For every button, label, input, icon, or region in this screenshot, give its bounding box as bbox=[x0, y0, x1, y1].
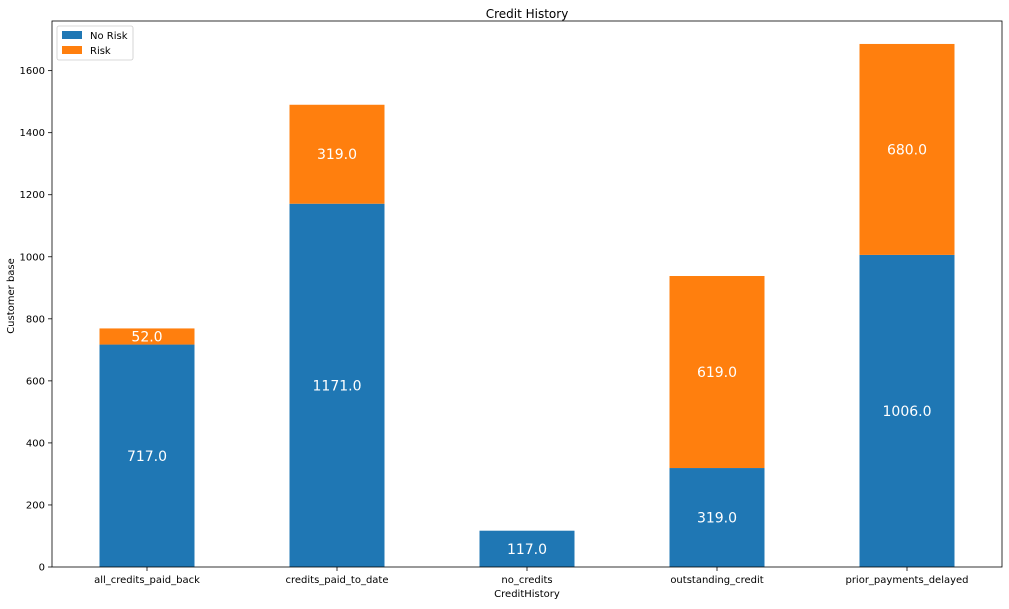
legend: No Risk Risk bbox=[56, 25, 134, 61]
data-label: 117.0 bbox=[507, 542, 547, 558]
bar-no-risk-no_credits bbox=[479, 530, 575, 567]
x-tick-label: credits_paid_to_date bbox=[286, 575, 389, 586]
x-tick-label: prior_payments_delayed bbox=[845, 575, 968, 586]
legend-swatch-no-risk bbox=[62, 31, 82, 39]
y-tick-label: 600 bbox=[26, 376, 45, 387]
data-label: 319.0 bbox=[317, 147, 357, 163]
bar-risk-all_credits_paid_back bbox=[99, 328, 195, 345]
x-tick-label: no_credits bbox=[501, 575, 552, 586]
y-tick-label: 0 bbox=[39, 563, 45, 574]
bar-no-risk-prior_payments_delayed bbox=[859, 254, 955, 567]
data-label: 1006.0 bbox=[883, 404, 932, 420]
legend-label: Risk bbox=[90, 46, 111, 57]
data-label: 1171.0 bbox=[313, 378, 362, 394]
legend-label: No Risk bbox=[90, 31, 128, 42]
bar-risk-prior_payments_delayed bbox=[859, 43, 955, 255]
data-label: 619.0 bbox=[697, 365, 737, 381]
bar-no-risk-all_credits_paid_back bbox=[99, 344, 195, 567]
legend-swatch-risk bbox=[62, 46, 82, 54]
data-label: 319.0 bbox=[697, 511, 737, 527]
y-tick-label: 800 bbox=[26, 314, 45, 325]
plot-frame bbox=[51, 20, 1003, 568]
y-tick-label: 1400 bbox=[20, 128, 45, 139]
bar-no-risk-credits_paid_to_date bbox=[289, 203, 385, 567]
bar-risk-outstanding_credit bbox=[669, 276, 765, 469]
data-label: 717.0 bbox=[127, 449, 167, 465]
x-tick-label: outstanding_credit bbox=[670, 575, 763, 586]
bar-no-risk-outstanding_credit bbox=[669, 468, 765, 567]
x-axis-label: CreditHistory bbox=[494, 589, 560, 600]
bar-risk-credits_paid_to_date bbox=[289, 104, 385, 204]
y-tick-label: 200 bbox=[26, 500, 45, 511]
x-tick-label: all_credits_paid_back bbox=[94, 575, 200, 586]
y-axis-label: Customer base bbox=[6, 258, 17, 334]
bars-layer bbox=[99, 43, 955, 567]
y-tick-label: 1000 bbox=[20, 252, 45, 263]
chart-title: Credit History bbox=[486, 7, 569, 21]
data-labels-layer: 717.0 52.0 1171.0 319.0 117.0 319.0 619.0 1006.… bbox=[127, 142, 932, 557]
y-tick-label: 400 bbox=[26, 438, 45, 449]
data-label: 680.0 bbox=[887, 142, 927, 158]
ticks-layer: all_credits_paid_back credits_paid_to_dat… bbox=[20, 66, 969, 586]
y-tick-label: 1200 bbox=[20, 190, 45, 201]
y-tick-label: 1600 bbox=[20, 66, 45, 77]
data-label: 52.0 bbox=[131, 330, 162, 346]
